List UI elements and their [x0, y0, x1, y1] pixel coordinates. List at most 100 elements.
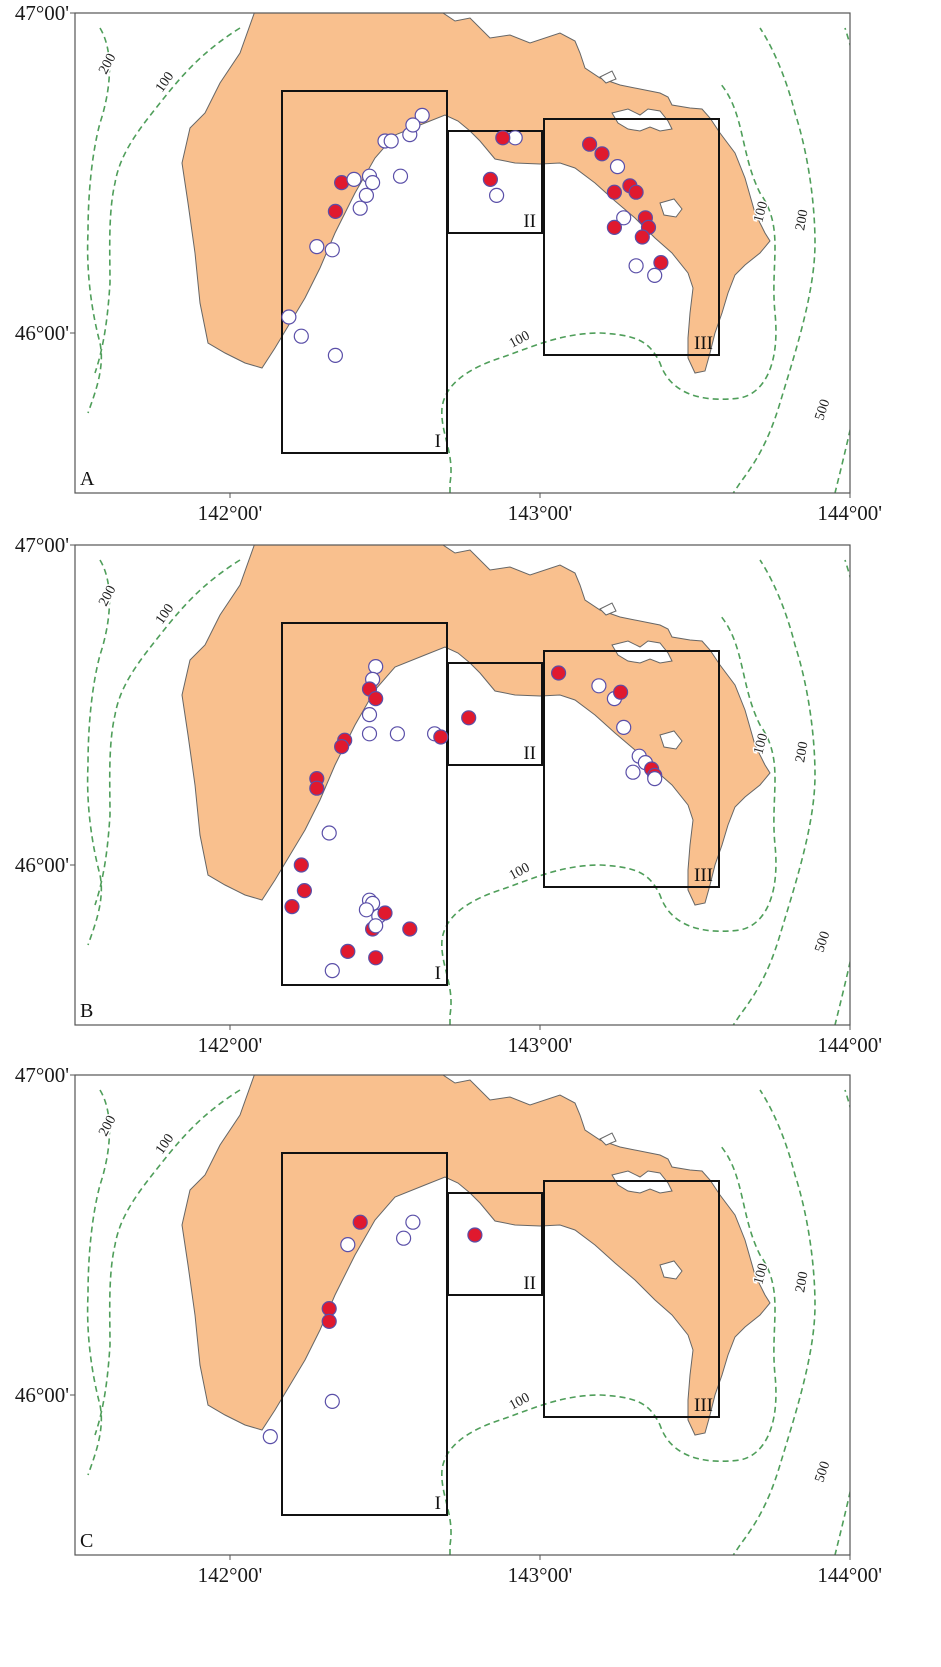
- region-label-1: I: [435, 1493, 441, 1514]
- station-present-marker: [296, 882, 312, 899]
- region-label-3: III: [694, 1395, 713, 1416]
- station-absent-marker: [392, 168, 409, 184]
- station-absent-marker: [340, 1236, 356, 1253]
- contour-label: 100: [507, 860, 533, 883]
- station-present-marker: [309, 780, 325, 796]
- station-present-marker: [377, 905, 393, 921]
- landmass: [181, 545, 771, 1025]
- region-label-1: I: [435, 431, 441, 452]
- station-absent-marker: [352, 200, 368, 216]
- station-absent-marker: [368, 658, 384, 675]
- contour-label: 500: [813, 930, 834, 955]
- map-frame: [74, 1074, 851, 1556]
- lat-label: 47°00': [15, 1, 69, 25]
- contour-label: 100: [153, 69, 177, 95]
- station-absent-marker: [321, 825, 337, 841]
- station-present-marker: [628, 184, 644, 200]
- station-absent-marker: [358, 187, 374, 203]
- region-box-2: [447, 1192, 543, 1296]
- station-absent-marker: [365, 175, 381, 191]
- station-absent-marker: [628, 258, 644, 274]
- station-absent-marker: [405, 117, 421, 133]
- contour-label: 100: [751, 1262, 771, 1286]
- map-frame: [74, 12, 851, 494]
- station-absent-marker: [361, 726, 378, 742]
- contour-label: 200: [96, 583, 119, 609]
- station-absent-marker: [625, 764, 641, 780]
- station-present-marker: [327, 203, 343, 219]
- station-present-marker: [321, 1300, 337, 1317]
- region-label-3: III: [694, 865, 713, 886]
- lon-label: 143°00': [508, 1033, 573, 1057]
- station-absent-marker: [309, 239, 325, 255]
- contour-label: 200: [793, 740, 811, 763]
- station-absent-marker: [591, 678, 607, 694]
- contour-label: 100: [751, 732, 771, 756]
- station-absent-marker: [324, 962, 340, 979]
- contour-label: 500: [813, 1460, 834, 1485]
- station-present-marker: [334, 738, 350, 755]
- station-present-marker: [340, 943, 356, 960]
- station-absent-marker: [616, 210, 632, 226]
- station-present-marker: [495, 130, 511, 146]
- lon-label: 144°00': [817, 1033, 882, 1057]
- station-present-marker: [653, 255, 669, 271]
- region-box-1: [281, 622, 448, 986]
- panel-label: C: [80, 1530, 93, 1552]
- region-label-1: I: [435, 963, 441, 984]
- station-absent-marker: [405, 1214, 421, 1230]
- region-box-1: [281, 1152, 448, 1516]
- region-box-3: [543, 1180, 720, 1418]
- station-absent-marker: [361, 706, 378, 723]
- lat-label: 47°00': [15, 533, 69, 557]
- lon-label: 143°00': [508, 1563, 573, 1587]
- station-present-marker: [467, 1227, 483, 1243]
- region-label-3: III: [694, 333, 713, 354]
- station-present-marker: [482, 171, 498, 187]
- region-box-2: [447, 662, 543, 766]
- station-present-marker: [334, 175, 350, 191]
- station-present-marker: [606, 184, 623, 200]
- lon-label: 144°00': [817, 501, 882, 525]
- lon-label: 143°00': [508, 501, 573, 525]
- station-present-marker: [461, 710, 477, 726]
- contour-label: 500: [813, 398, 834, 423]
- station-absent-marker: [647, 267, 663, 283]
- station-absent-marker: [281, 309, 297, 325]
- station-absent-marker: [324, 1393, 340, 1410]
- lat-label: 46°00': [15, 853, 69, 877]
- lat-label: 46°00': [15, 321, 69, 345]
- station-absent-marker: [396, 1230, 412, 1246]
- contour-label: 100: [153, 601, 177, 627]
- station-absent-marker: [383, 133, 399, 149]
- station-present-marker: [606, 219, 623, 235]
- station-present-marker: [433, 729, 449, 745]
- station-present-marker: [368, 950, 384, 966]
- station-absent-marker: [327, 347, 343, 363]
- panel-label: B: [80, 1000, 93, 1022]
- station-absent-marker: [609, 159, 626, 175]
- lon-label: 142°00': [198, 501, 263, 525]
- lon-label: 142°00': [198, 1563, 263, 1587]
- station-present-marker: [293, 857, 309, 873]
- lon-label: 142°00': [198, 1033, 263, 1057]
- station-absent-marker: [324, 242, 340, 258]
- station-present-marker: [368, 690, 384, 707]
- contour-label: 200: [793, 1270, 811, 1293]
- landmass: [181, 1075, 771, 1555]
- station-absent-marker: [262, 1428, 278, 1445]
- region-box-1: [281, 90, 448, 454]
- region-box-3: [543, 118, 720, 356]
- contour-label: 200: [96, 1113, 119, 1139]
- station-present-marker: [321, 1313, 337, 1330]
- station-absent-marker: [346, 171, 362, 187]
- contour-label: 100: [507, 328, 533, 351]
- contour-label: 200: [793, 208, 811, 231]
- station-present-marker: [352, 1214, 368, 1230]
